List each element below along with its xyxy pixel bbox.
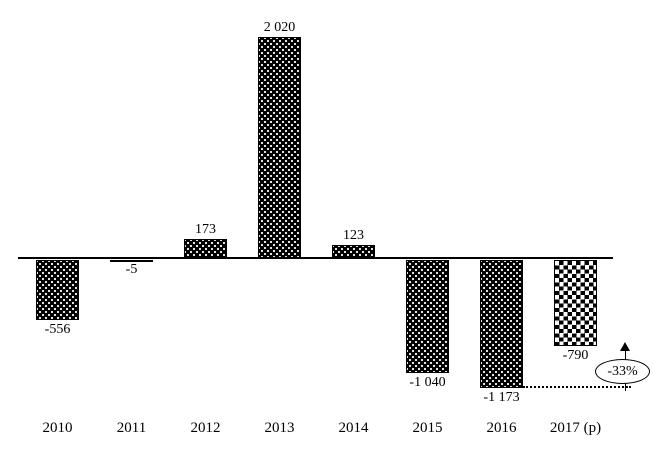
x-axis-label: 2010 xyxy=(42,420,73,436)
bar-value-label: -5 xyxy=(125,262,138,278)
bar-value-label: 2 020 xyxy=(263,20,296,35)
arrow-up-icon xyxy=(620,342,630,351)
bar-2010 xyxy=(36,259,79,321)
bar-2014 xyxy=(332,244,375,258)
x-axis-label: 2016 xyxy=(486,420,517,436)
annotation-label: -33% xyxy=(607,363,638,379)
x-axis-label: 2013 xyxy=(264,420,295,436)
bar-2015 xyxy=(406,259,449,374)
bar-value-label: -1 173 xyxy=(483,389,520,405)
bar-value-label: -556 xyxy=(44,322,71,338)
x-axis-line xyxy=(18,257,613,259)
bar-2016 xyxy=(480,259,523,388)
bar-2017-p xyxy=(554,259,597,346)
bar-2011 xyxy=(110,259,153,262)
x-axis-label: 2015 xyxy=(412,420,443,436)
bar-value-label: -790 xyxy=(562,347,589,363)
x-axis-label: 2012 xyxy=(190,420,221,436)
bar-value-label: 123 xyxy=(343,227,364,243)
x-axis-label: 2017 (p) xyxy=(549,420,602,436)
x-axis-label: 2011 xyxy=(116,420,147,436)
annotation-ellipse: -33% xyxy=(595,359,650,384)
bar-value-label: -1 040 xyxy=(409,375,446,391)
bar-value-label: 173 xyxy=(195,222,216,238)
bar-2013 xyxy=(258,37,301,258)
bar-2012 xyxy=(184,239,227,258)
annotation-dotted-connector xyxy=(523,386,631,388)
x-axis-label: 2014 xyxy=(338,420,369,436)
